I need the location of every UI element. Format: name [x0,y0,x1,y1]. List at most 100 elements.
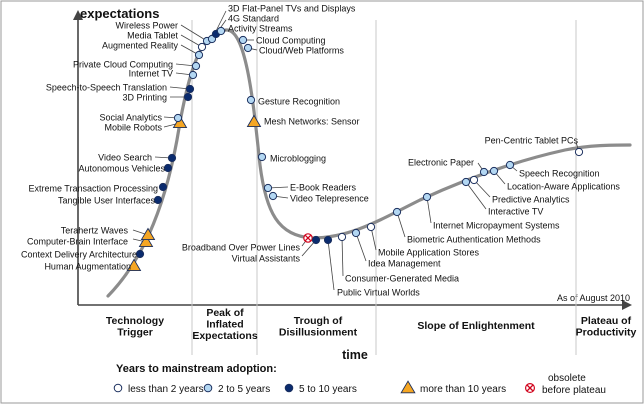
technology-label: Extreme Transaction Processing [28,184,158,194]
marker-5to10 [185,84,195,94]
marker-lt2 [197,42,207,52]
technology-label: Media Tablet [127,31,178,41]
technology-label: Mesh Networks: Sensor [264,117,360,127]
legend-label: obsolete [548,373,586,384]
marker-lt2 [469,175,479,185]
marker-2to5 [479,167,489,177]
marker-2to5 [392,207,402,217]
phase-labels: Technology Trigger Peak of Inflated Expectat… [106,307,637,342]
technology-label: Cloud/Web Platforms [259,46,344,56]
technology-label: Cloud Computing [256,36,326,46]
legend-label: before plateau [542,385,606,396]
technology-label: Context Delivery Architecture [21,250,137,260]
leader-line [396,211,406,238]
technology-label: Activity Streams [228,24,293,34]
marker-lt2 [366,222,376,232]
technology-label: Electronic Paper [408,158,474,168]
marker-lt2 [113,383,123,393]
marker-2to5 [461,177,471,187]
marker-cross-lines [304,234,312,242]
legend-item-5to10: 5 to 10 years [284,383,357,395]
technology-label: Video Search [98,153,152,163]
marker-2to5 [203,383,213,393]
technology-label: Consumer-Generated Media [345,274,459,284]
technology-label: Location-Aware Applications [507,182,620,192]
legend-label: 2 to 5 years [218,384,270,395]
marker-2to5 [246,95,256,105]
technology-label: Interactive TV [488,207,543,217]
marker-5to10 [284,383,294,393]
marker-5to10 [323,235,333,245]
technology-label: Speech-to-Speech Translation [46,83,167,93]
technology-label: Public Virtual Worlds [337,288,420,298]
marker-gt10 [138,234,154,248]
technology-label: Broadband Over Power Lines [182,243,301,253]
technology-label: Social Analytics [99,113,162,123]
technology-label: Video Telepresence [290,194,369,204]
legend-item-gt10: more than 10 years [400,380,506,395]
marker-2to5 [238,35,248,45]
x-axis-arrowhead [622,300,632,310]
leader-line [426,196,432,224]
technology-label: 4G Standard [228,14,279,24]
legend: Years to mainstream adoption: less than … [113,363,606,396]
leader-line [327,239,335,291]
marker-2to5 [268,191,278,201]
marker-2to5 [173,113,183,123]
technology-label: Augmented Reality [102,41,179,51]
as-of-note: As of August 2010 [557,293,630,303]
phase-label: Slope of Enlightenment [417,320,535,332]
legend-item-2to5: 2 to 5 years [203,383,270,395]
marker-gt10 [126,258,142,271]
leader-line [465,181,487,210]
technology-label: Private Cloud Computing [73,60,173,70]
technology-label: Pen-Centric Tablet PCs [485,136,579,146]
leader-line [355,232,367,262]
legend-label: 5 to 10 years [299,384,357,395]
marker-2to5 [422,192,432,202]
phase-label: Plateau of Productivity [576,315,637,339]
technology-label: Idea Management [368,259,441,269]
marker-5to10 [135,249,145,259]
legend-item-lt2: less than 2 years [113,383,204,395]
y-axis-arrowhead [73,10,83,20]
legend-title: Years to mainstream adoption: [116,363,277,375]
legend-label: less than 2 years [128,384,204,395]
marker-5to10 [163,163,173,173]
technology-label: Gesture Recognition [258,97,340,107]
technology-label: Wireless Power [115,21,178,31]
phase-label: Peak of Inflated Expectations [192,307,258,342]
technology-label: Terahertz Waves [61,226,129,236]
phase-label: Trough of Disillusionment [279,315,358,339]
marker-2to5 [263,183,273,193]
marker-5to10 [158,182,168,192]
technology-label: 3D Flat-Panel TVs and Displays [228,4,356,14]
marker-gt10 [246,114,262,128]
technology-label: Virtual Assistants [232,254,301,264]
marker-2to5 [191,61,201,71]
technology-label: Speech Recognition [519,169,600,179]
marker-2to5 [351,228,361,238]
marker-2to5 [489,166,499,176]
marker-5to10 [153,195,163,205]
technology-label: E-Book Readers [290,183,357,193]
marker-lt2 [574,147,584,157]
technology-label: Predictive Analytics [492,195,570,205]
y-axis-label: expectations [80,6,159,21]
marker-2to5 [194,50,204,60]
marker-5to10 [311,235,321,245]
technology-markers: Human Augmentation Context Delivery Archi… [21,4,620,298]
marker-5to10 [183,92,193,102]
marker-cross-lines [526,384,534,392]
technology-label: Computer-Brain Interface [27,237,128,247]
technology-label: Internet Micropayment Systems [433,221,560,231]
marker-2to5 [216,26,226,36]
technology-label: Mobile Application Stores [378,248,480,258]
technology-label: Biometric Authentication Methods [407,235,541,245]
technology-label: Mobile Robots [104,123,162,133]
technology-label: Tangible User Interfaces [58,196,156,206]
